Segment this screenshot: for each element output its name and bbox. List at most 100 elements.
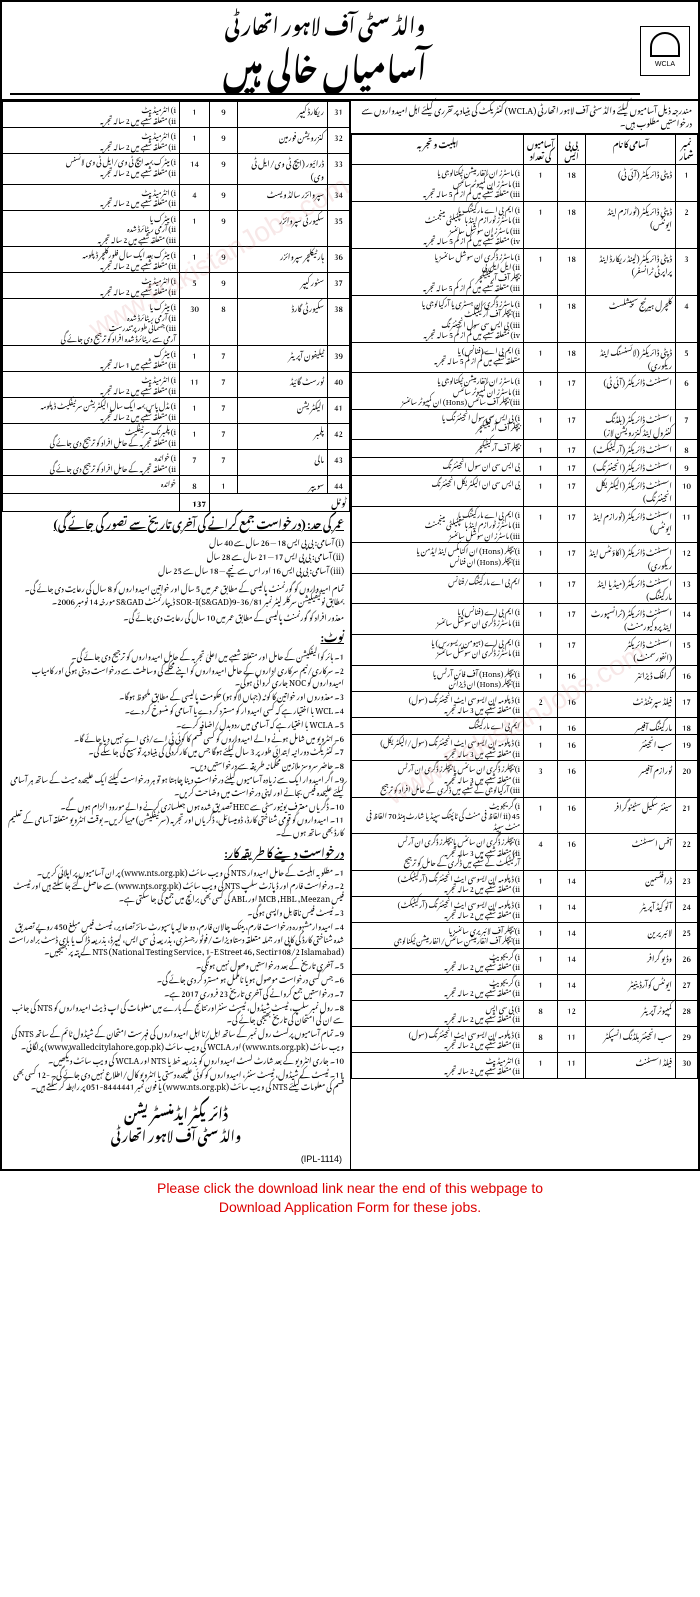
cell-bps: 9: [210, 102, 238, 128]
cell-name: مارکیٹنگ آفیسر: [586, 717, 676, 735]
cell-bps: 9: [210, 210, 238, 247]
cell-sr: 16: [676, 665, 698, 691]
table-row: 44 سویپر 1 8 خواندہ: [3, 476, 350, 494]
cell-count: 2: [524, 691, 558, 717]
logo-text: WCLA: [655, 59, 675, 70]
table-row: 35 سکیورٹی سپروائزر 9 1 i) میٹرک یاii) آ…: [3, 210, 350, 247]
cell-qual: i) گریجویٹii) 45 الفاظ فی منٹ کی ٹائپنگ …: [352, 797, 524, 834]
table-row: 1 ڈپٹی ڈائریکٹر (آئی ٹی) 18 1 i) ماسٹرز …: [352, 165, 698, 202]
cell-bps: 17: [558, 373, 586, 410]
cell-name: وڈیو گرافر: [586, 948, 676, 974]
cell-name: ڈرافٹسمین: [586, 870, 676, 896]
cell-qual: i) ماسٹرز ڈگری ان ہسٹری یا آرکیالوجی یاi…: [352, 295, 524, 342]
cell-qual: i) ماسٹرز ان انفارمیشن ٹیکنالوجی یاii) م…: [352, 373, 524, 410]
cell-name: اسسٹنٹ ڈائریکٹر (انجینئرنگ): [586, 458, 676, 476]
cell-sr: 37: [328, 273, 350, 299]
cell-qual: i) بی ایس سی سول انجینئرنگ یابیچلر آف آر…: [352, 409, 524, 440]
cell-bps: 11: [558, 1052, 586, 1078]
cell-bps: 9: [210, 247, 238, 273]
apply-item: 4۔ امیدوارمشہورہ درخواست فارم، بینک چالا…: [8, 919, 344, 957]
cell-qual: i) پلمبرنگ سرٹیفکیٹii) متعلقہ تجربہ کے ح…: [3, 424, 180, 450]
cell-count: 1: [524, 948, 558, 974]
cell-count: 1: [524, 922, 558, 948]
cell-bps: 17: [558, 543, 586, 574]
cell-name: ٹیلیفون آپریٹر: [238, 346, 328, 372]
cell-sr: 14: [676, 604, 698, 635]
org-logo: WCLA: [640, 26, 690, 76]
cell-name: سپروائزر سالڈ ویسٹ: [238, 184, 328, 210]
cell-bps: 18: [558, 165, 586, 202]
cell-bps: 12: [558, 1000, 586, 1026]
table-row: 19 سب انجینئر 16 1 i) ڈپلومہ ان ایسوسی ا…: [352, 735, 698, 761]
table-header-row: نمبر شمار آسامی کا نام بی پی ایس آسامیوں…: [352, 134, 698, 165]
cell-sr: 17: [676, 691, 698, 717]
cell-bps: 17: [558, 440, 586, 458]
th-bps: بی پی ایس: [558, 134, 586, 165]
cell-qual: i) ماسٹرز ان انفارمیشن ٹیکنالوجی یاii) م…: [352, 165, 524, 202]
table-row: 42 پلمبر 7 1 i) پلمبرنگ سرٹیفکیٹii) متعل…: [3, 424, 350, 450]
cell-name: ٹورسٹ گائیڈ: [238, 372, 328, 398]
cell-name: فیلڈ اسسٹنٹ: [586, 1052, 676, 1078]
table-row: 10 اسسٹنٹ ڈائریکٹر (الیکٹریکل انجینئرنگ)…: [352, 476, 698, 507]
cell-qual: i) ماسٹرز ڈگری ان سوشل سائنسز یاii) ایل …: [352, 248, 524, 295]
cell-count: 1: [524, 870, 558, 896]
th-qual: اہلیت و تجربہ: [352, 134, 524, 165]
cell-name: ڈپٹی ڈائریکٹر (لینڈ ریکارڈ اینڈ پراپرٹی …: [586, 248, 676, 295]
apply-item: 9۔ تمام آسامیوں پرلسٹ رول نمبر کے ساتھ ا…: [8, 1026, 344, 1052]
cell-count: 1: [524, 896, 558, 922]
table-row: 15 اسسٹنٹ ڈائریکٹر (انفورسمنٹ) 17 1 i) ا…: [352, 634, 698, 665]
cell-qual: i) بیچلرز ڈگری ان سائنس یا بیچلرز ڈگری ا…: [352, 834, 524, 871]
th-count: آسامیوں کی تعداد: [524, 134, 558, 165]
cell-bps: 18: [558, 248, 586, 295]
cell-sr: 12: [676, 543, 698, 574]
cell-sr: 24: [676, 896, 698, 922]
cell-sr: 5: [676, 342, 698, 373]
table-row: 43 مالی 7 7 i) خواندہii) متعلقہ تجربہ کے…: [3, 450, 350, 476]
cell-qual: i) انٹرمیڈیٹii) متعلقہ شعبے میں 2 سالہ ت…: [3, 273, 180, 299]
cell-name: ہارٹیکلچر سپروائزر: [238, 247, 328, 273]
cell-sr: 41: [328, 398, 350, 424]
table-row: 25 لائبریرین 14 1 i) بیچلر آف لائبریری س…: [352, 922, 698, 948]
cell-count: 14: [180, 154, 210, 185]
cell-count: 1: [524, 665, 558, 691]
cell-count: 1: [524, 201, 558, 248]
cell-bps: 16: [558, 735, 586, 761]
cell-sr: 26: [676, 948, 698, 974]
cell-sr: 21: [676, 797, 698, 834]
cell-sr: 38: [328, 299, 350, 346]
cell-qual: i) انٹرمیڈیٹii) متعلقہ شعبے میں 2 سالہ ت…: [3, 102, 180, 128]
cell-name: آٹو کیڈ آپریٹر: [586, 896, 676, 922]
cell-sr: 33: [328, 154, 350, 185]
table-row: 23 ڈرافٹسمین 14 1 i) ڈپلومہ ان ایسوسی ای…: [352, 870, 698, 896]
cell-count: 1: [180, 128, 210, 154]
cell-count: 1: [180, 247, 210, 273]
apply-heading: درخواست دینے کا طریقہ کار:: [2, 841, 350, 863]
table-row: 3 ڈپٹی ڈائریکٹر (لینڈ ریکارڈ اینڈ پراپرٹ…: [352, 248, 698, 295]
cell-bps: 11: [558, 1026, 586, 1052]
cell-bps: 17: [558, 573, 586, 604]
cell-sr: 18: [676, 717, 698, 735]
cell-bps: 17: [558, 409, 586, 440]
cell-qual: i) بیچلر (Hons) ان اکنامکس اینڈ ایڈمن یا…: [352, 543, 524, 574]
cell-bps: 17: [558, 506, 586, 543]
cell-count: 8: [524, 1000, 558, 1026]
cell-name: سینئر سکیل سٹینوگرافر: [586, 797, 676, 834]
cell-sr: 13: [676, 573, 698, 604]
cell-bps: 9: [210, 273, 238, 299]
cell-count: 1: [524, 634, 558, 665]
table-row: 28 کمپیوٹر آپریٹر 12 8 i) بی سی ایسii) م…: [352, 1000, 698, 1026]
cell-count: 7: [180, 450, 210, 476]
cell-sr: 8: [676, 440, 698, 458]
cell-name: لائبریرین: [586, 922, 676, 948]
cell-name: ڈرائیور (ایچ ٹی وی/ایل ٹی وی): [238, 154, 328, 185]
table-row: 7 اسسٹنٹ ڈائریکٹر (بلڈنگ کنٹرول اینڈ کنز…: [352, 409, 698, 440]
right-column: مندرجہ ذیل آسامیوں کیلئے والڈ سٹی آف لاہ…: [350, 101, 698, 1169]
cell-sr: 11: [676, 506, 698, 543]
cell-name: ڈپٹی ڈائریکٹر (ٹورازم اینڈ ایونٹس): [586, 201, 676, 248]
cell-qual: i) انٹرمیڈیٹii) متعلقہ شعبے میں 2 سالہ ت…: [352, 1052, 524, 1078]
cell-qual: i) میٹرک یاii) آرمی ریٹائرڈ شدہiii) جسما…: [3, 299, 180, 346]
download-footer-note: Please click the download link near the …: [0, 1171, 700, 1226]
cell-name: پلمبر: [238, 424, 328, 450]
cell-bps: 8: [210, 299, 238, 346]
cell-name: کلچرل ہیرٹیج سپیشلسٹ: [586, 295, 676, 342]
